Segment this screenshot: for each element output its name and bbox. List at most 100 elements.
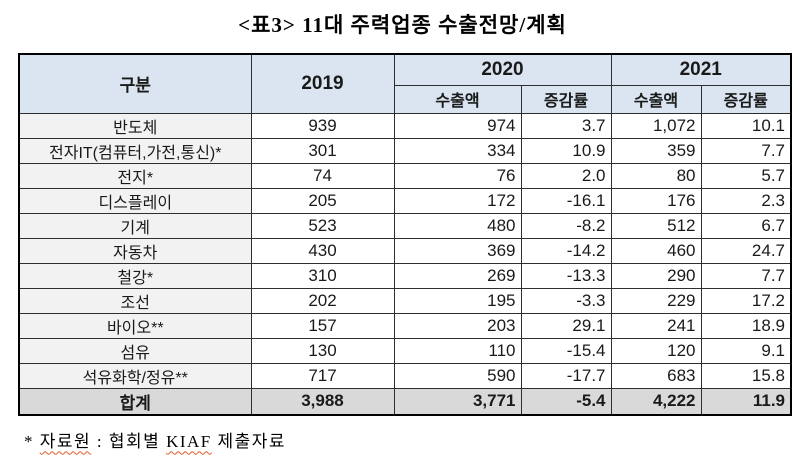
- footnote-parts: 자료원 : 협회별 KIAF 제출자료: [40, 432, 286, 451]
- table-header: 구분 2019 2020 2021 수출액 증감률 수출액 증감률: [18, 53, 792, 114]
- value-2019: 74: [250, 162, 395, 189]
- value-2020-export: 110: [393, 337, 522, 364]
- value-2020-change: -17.7: [520, 362, 612, 389]
- value-2020-export: 269: [393, 262, 522, 289]
- value-2021-change: 10.1: [700, 112, 792, 139]
- value-2020-change: -15.4: [520, 337, 612, 364]
- value-2020-export: 195: [393, 287, 522, 314]
- value-2021-export: 683: [610, 362, 702, 389]
- value-2019: 939: [250, 112, 395, 139]
- header-2020-export: 수출액: [393, 84, 522, 114]
- value-2019: 430: [250, 237, 395, 264]
- footnote: * 자료원 : 협회별 KIAF 제출자료: [24, 427, 805, 452]
- table-title: <표3> 11대 주력업종 수출전망/계획: [238, 13, 567, 37]
- value-2021-export: 1,072: [610, 112, 702, 139]
- table-row: 섬유 130 110 -15.4 120 9.1: [18, 337, 792, 364]
- value-2020-change: 10.9: [520, 137, 612, 164]
- value-2020-change: -8.2: [520, 212, 612, 239]
- value-2019: 523: [250, 212, 395, 239]
- value-2020-export: 974: [393, 112, 522, 139]
- header-2020: 2020: [393, 53, 612, 86]
- value-2021-change: 7.7: [700, 262, 792, 289]
- value-2020-export: 334: [393, 137, 522, 164]
- row-label: 기계: [18, 212, 252, 239]
- value-2020-change: -3.3: [520, 287, 612, 314]
- value-2019: 717: [250, 362, 395, 389]
- value-2019: 205: [250, 187, 395, 214]
- header-2021-export: 수출액: [610, 84, 702, 114]
- value-2019: 130: [250, 337, 395, 364]
- value-2021-change: 7.7: [700, 137, 792, 164]
- value-2020-change: 2.0: [520, 162, 612, 189]
- header-category: 구분: [18, 53, 252, 114]
- value-2020-change: -5.4: [520, 387, 612, 415]
- value-2021-change: 17.2: [700, 287, 792, 314]
- value-2020-change: 29.1: [520, 312, 612, 339]
- footnote-part-misspelled: KIAF: [166, 431, 212, 451]
- value-2019: 157: [250, 312, 395, 339]
- header-row-years: 구분 2019 2020 2021: [18, 53, 792, 114]
- value-2021-change: 24.7: [700, 237, 792, 264]
- row-label: 섬유: [18, 337, 252, 364]
- row-label: 반도체: [18, 112, 252, 139]
- value-2021-export: 80: [610, 162, 702, 189]
- value-2021-export: 290: [610, 262, 702, 289]
- header-2021-change: 증감률: [700, 84, 792, 114]
- row-label: 전자IT(컴퓨터,가전,통신)*: [18, 137, 252, 164]
- row-label: 합계: [18, 387, 252, 415]
- footnote-part-misspelled: 자료원: [39, 431, 92, 451]
- header-2021: 2021: [610, 53, 792, 86]
- table-row: 디스플레이 205 172 -16.1 176 2.3: [18, 187, 792, 214]
- table-row: 석유화학/정유** 717 590 -17.7 683 15.8: [18, 362, 792, 389]
- value-2021-change: 6.7: [700, 212, 792, 239]
- value-2021-export: 4,222: [610, 387, 702, 415]
- value-2021-change: 9.1: [700, 337, 792, 364]
- value-2021-change: 5.7: [700, 162, 792, 189]
- value-2021-export: 176: [610, 187, 702, 214]
- header-2020-change: 증감률: [520, 84, 612, 114]
- table-row: 바이오** 157 203 29.1 241 18.9: [18, 312, 792, 339]
- value-2021-change: 2.3: [700, 187, 792, 214]
- value-2020-export: 369: [393, 237, 522, 264]
- value-2021-change: 15.8: [700, 362, 792, 389]
- header-2019: 2019: [250, 53, 395, 114]
- value-2020-export: 3,771: [393, 387, 522, 415]
- value-2021-export: 229: [610, 287, 702, 314]
- row-label: 석유화학/정유**: [18, 362, 252, 389]
- row-label: 철강*: [18, 262, 252, 289]
- value-2021-export: 359: [610, 137, 702, 164]
- value-2021-export: 460: [610, 237, 702, 264]
- value-2020-export: 203: [393, 312, 522, 339]
- value-2020-export: 590: [393, 362, 522, 389]
- value-2020-export: 76: [393, 162, 522, 189]
- value-2021-export: 512: [610, 212, 702, 239]
- table-body: 반도체 939 974 3.7 1,072 10.1 전자IT(컴퓨터,가전,통신)* 301…: [18, 112, 792, 415]
- row-label: 자동차: [18, 237, 252, 264]
- table-row: 전지* 74 76 2.0 80 5.7: [18, 162, 792, 189]
- footnote-part: : 협회별: [91, 431, 167, 451]
- value-2020-export: 172: [393, 187, 522, 214]
- row-label: 조선: [18, 287, 252, 314]
- total-row: 합계 3,988 3,771 -5.4 4,222 11.9: [18, 387, 792, 415]
- value-2021-export: 120: [610, 337, 702, 364]
- value-2019: 301: [250, 137, 395, 164]
- value-2019: 3,988: [250, 387, 395, 415]
- header-row-subcolumns: 수출액 증감률 수출액 증감률: [19, 84, 792, 114]
- value-2020-change: -16.1: [520, 187, 612, 214]
- value-2020-export: 480: [393, 212, 522, 239]
- value-2021-export: 241: [610, 312, 702, 339]
- value-2021-change: 18.9: [700, 312, 792, 339]
- value-2021-change: 11.9: [700, 387, 792, 415]
- footnote-marker: *: [24, 431, 34, 451]
- table-row: 철강* 310 269 -13.3 290 7.7: [18, 262, 792, 289]
- value-2019: 310: [250, 262, 395, 289]
- row-label: 전지*: [18, 162, 252, 189]
- table-row: 자동차 430 369 -14.2 460 24.7: [18, 237, 792, 264]
- value-2020-change: -14.2: [520, 237, 612, 264]
- row-label: 바이오**: [18, 312, 252, 339]
- footnote-part: 제출자료: [211, 431, 287, 451]
- value-2020-change: -13.3: [520, 262, 612, 289]
- row-label: 디스플레이: [18, 187, 252, 214]
- table-row: 반도체 939 974 3.7 1,072 10.1: [18, 112, 792, 139]
- table-row: 전자IT(컴퓨터,가전,통신)* 301 334 10.9 359 7.7: [18, 137, 792, 164]
